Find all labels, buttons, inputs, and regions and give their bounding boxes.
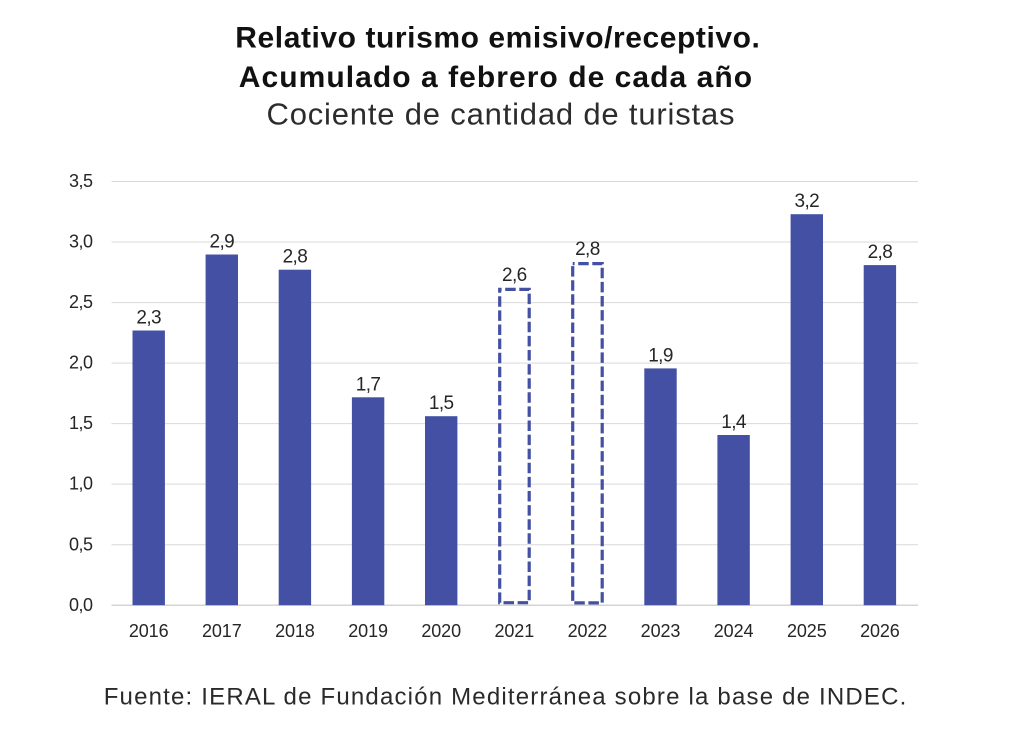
svg-text:2,6: 2,6 xyxy=(502,265,527,286)
svg-text:2,9: 2,9 xyxy=(209,232,234,253)
svg-text:2023: 2023 xyxy=(641,621,681,641)
svg-text:2024: 2024 xyxy=(714,621,754,641)
svg-text:2025: 2025 xyxy=(787,621,827,641)
svg-text:2026: 2026 xyxy=(860,621,900,641)
svg-text:Fuente: IERAL de Fundación Med: Fuente: IERAL de Fundación Mediterránea … xyxy=(104,683,908,710)
svg-text:2021: 2021 xyxy=(494,621,534,641)
svg-text:2,5: 2,5 xyxy=(69,292,93,312)
svg-text:3,2: 3,2 xyxy=(794,191,819,212)
svg-text:1,4: 1,4 xyxy=(721,412,747,433)
svg-text:3,0: 3,0 xyxy=(69,232,93,252)
svg-text:2016: 2016 xyxy=(129,621,169,641)
svg-text:Cociente de cantidad de turist: Cociente de cantidad de turistas xyxy=(267,97,736,132)
svg-text:2,8: 2,8 xyxy=(868,242,893,263)
svg-text:1,9: 1,9 xyxy=(648,345,673,366)
svg-text:1,0: 1,0 xyxy=(69,474,93,494)
svg-text:1,7: 1,7 xyxy=(356,374,381,395)
svg-text:2017: 2017 xyxy=(202,621,242,641)
svg-text:2018: 2018 xyxy=(275,621,315,641)
svg-text:3,5: 3,5 xyxy=(69,171,93,191)
svg-text:Relativo turismo emisivo/recep: Relativo turismo emisivo/receptivo. xyxy=(235,22,760,55)
svg-text:2019: 2019 xyxy=(348,621,388,641)
svg-text:2,3: 2,3 xyxy=(136,308,161,329)
svg-text:0,0: 0,0 xyxy=(69,595,93,615)
svg-text:2022: 2022 xyxy=(568,621,608,641)
svg-text:0,5: 0,5 xyxy=(69,534,93,554)
svg-text:1,5: 1,5 xyxy=(429,393,454,414)
svg-text:2,8: 2,8 xyxy=(283,247,308,268)
svg-text:1,5: 1,5 xyxy=(69,413,93,433)
svg-text:2,0: 2,0 xyxy=(69,353,93,373)
svg-text:Acumulado a febrero de cada añ: Acumulado a febrero de cada año xyxy=(239,61,753,94)
svg-text:2,8: 2,8 xyxy=(575,239,600,260)
svg-text:2020: 2020 xyxy=(421,621,461,641)
